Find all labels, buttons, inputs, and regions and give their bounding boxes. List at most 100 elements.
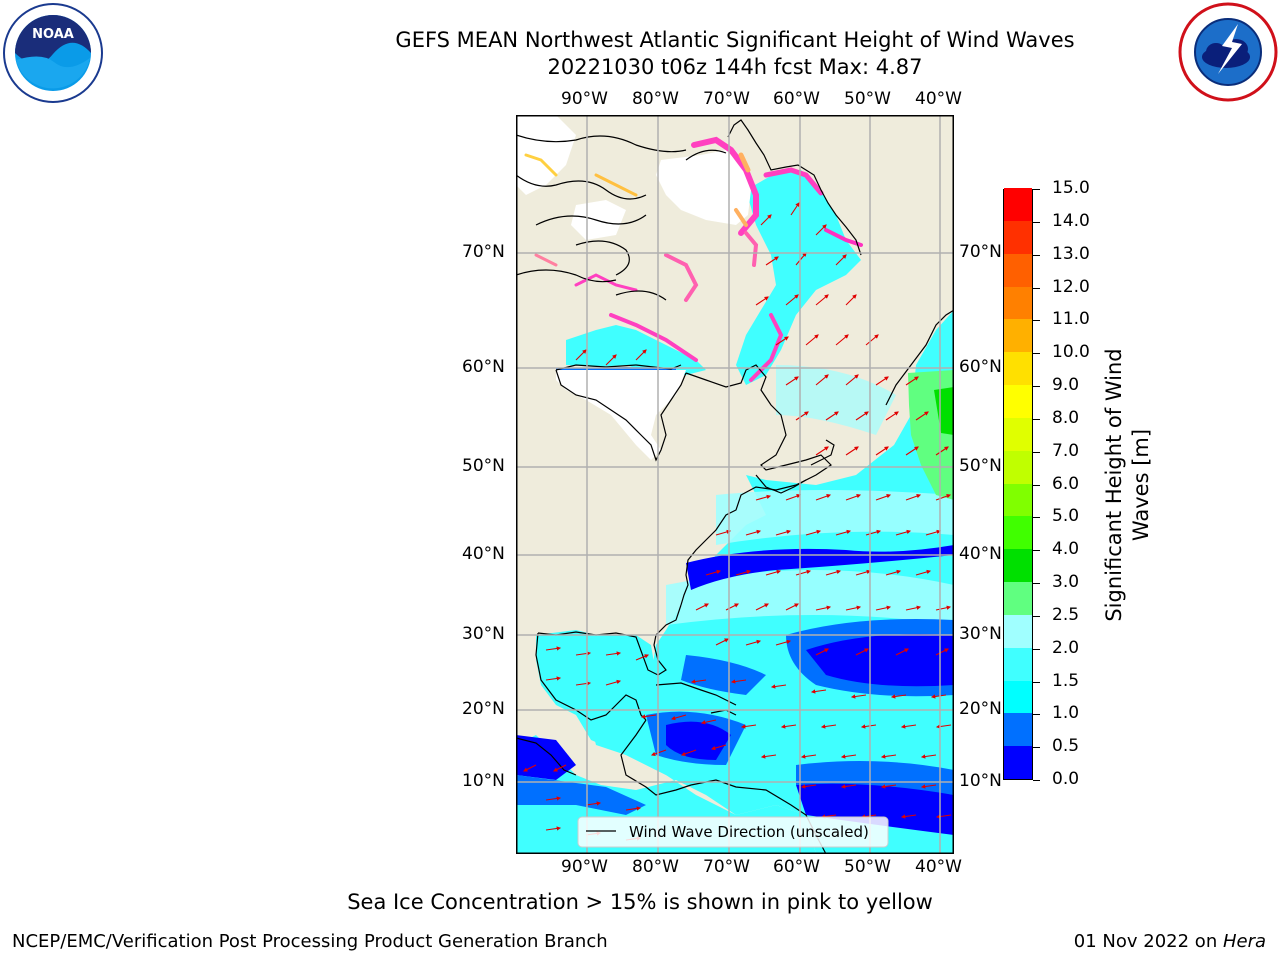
lon-tick-bottom: 40°W bbox=[915, 857, 962, 877]
colorbar-tick-label: 4.0 bbox=[1052, 539, 1080, 560]
lon-tick-top: 70°W bbox=[703, 89, 750, 109]
lon-tick-top: 50°W bbox=[844, 89, 891, 109]
colorbar-label: Significant Height of Wind Waves [m] bbox=[1102, 348, 1153, 622]
chart-subtitle: 20221030 t06z 144h fcst Max: 4.87 bbox=[547, 55, 923, 79]
colorbar-segment bbox=[1004, 680, 1032, 714]
lon-tick-bottom: 50°W bbox=[844, 857, 891, 877]
colorbar-tick-label: 5.0 bbox=[1052, 506, 1080, 527]
colorbar-tick-mark bbox=[1033, 418, 1040, 420]
colorbar-tick-mark bbox=[1033, 550, 1040, 552]
noaa-logo: NOAA bbox=[3, 3, 103, 103]
colorbar-segment bbox=[1004, 417, 1032, 451]
nws-logo bbox=[1178, 2, 1278, 102]
colorbar-segment bbox=[1004, 548, 1032, 582]
colorbar bbox=[1003, 187, 1033, 780]
lat-tick-right: 30°N bbox=[959, 624, 1002, 644]
lat-tick-left: 50°N bbox=[462, 456, 505, 476]
lat-tick-left: 30°N bbox=[462, 624, 505, 644]
lat-tick-right: 40°N bbox=[959, 544, 1002, 564]
footer-date: 01 Nov 2022 on Hera bbox=[1074, 931, 1266, 952]
map-legend: Wind Wave Direction (unscaled) bbox=[577, 816, 889, 848]
lat-tick-left: 40°N bbox=[462, 544, 505, 564]
lat-tick-left: 70°N bbox=[462, 242, 505, 262]
colorbar-segment bbox=[1004, 220, 1032, 254]
colorbar-segment bbox=[1004, 318, 1032, 353]
lon-tick-bottom: 70°W bbox=[703, 857, 750, 877]
colorbar-segment bbox=[1004, 515, 1032, 550]
colorbar-tick-label: 3.0 bbox=[1052, 572, 1080, 592]
colorbar-tick-mark bbox=[1033, 320, 1040, 322]
colorbar-tick-label: 15.0 bbox=[1052, 178, 1090, 198]
colorbar-tick-mark bbox=[1033, 648, 1040, 650]
calm-zone-subtropical bbox=[806, 634, 954, 687]
colorbar-tick-mark bbox=[1033, 254, 1040, 256]
colorbar-segment bbox=[1004, 647, 1032, 681]
lon-tick-top: 80°W bbox=[632, 89, 679, 109]
colorbar-tick-label: 9.0 bbox=[1052, 375, 1080, 395]
map-frame bbox=[516, 115, 954, 854]
colorbar-tick-label: 6.0 bbox=[1052, 473, 1080, 494]
colorbar-segment bbox=[1004, 483, 1032, 517]
colorbar-tick-mark bbox=[1033, 583, 1040, 584]
lat-tick-right: 70°N bbox=[959, 242, 1002, 262]
ocean-labrador bbox=[736, 170, 861, 385]
footer-branch: NCEP/EMC/Verification Post Processing Pr… bbox=[12, 931, 608, 952]
colorbar-tick-mark bbox=[1033, 484, 1040, 486]
lat-tick-right: 10°N bbox=[959, 771, 1002, 791]
colorbar-tick-label: 0.0 bbox=[1052, 769, 1080, 789]
wind-wave-arrows bbox=[523, 202, 952, 841]
colorbar-tick-label: 1.5 bbox=[1052, 670, 1080, 691]
colorbar-tick-label: 11.0 bbox=[1052, 309, 1090, 330]
colorbar-tick-label: 8.0 bbox=[1052, 407, 1080, 428]
lat-tick-right: 20°N bbox=[959, 699, 1002, 719]
colorbar-tick-mark bbox=[1033, 681, 1040, 683]
colorbar-tick-mark bbox=[1033, 353, 1040, 355]
masked-canada bbox=[556, 370, 686, 460]
colorbar-segment bbox=[1004, 351, 1032, 385]
sea-ice-note: Sea Ice Concentration > 15% is shown in … bbox=[347, 890, 933, 914]
colorbar-tick-mark bbox=[1033, 451, 1040, 453]
chart-title: GEFS MEAN Northwest Atlantic Significant… bbox=[395, 28, 1075, 52]
colorbar-tick-label: 0.5 bbox=[1052, 736, 1080, 757]
lat-tick-right: 50°N bbox=[959, 456, 1002, 476]
colorbar-tick-mark bbox=[1033, 386, 1040, 387]
colorbar-segment bbox=[1004, 286, 1032, 320]
colorbar-segment bbox=[1004, 581, 1032, 615]
colorbar-tick-label: 2.5 bbox=[1052, 604, 1080, 625]
colorbar-segment bbox=[1004, 253, 1032, 287]
wave-height-map: Wind Wave Direction (unscaled) bbox=[516, 115, 954, 854]
lon-tick-bottom: 60°W bbox=[773, 857, 820, 877]
colorbar-tick-mark bbox=[1033, 780, 1040, 781]
colorbar-tick-label: 13.0 bbox=[1052, 243, 1090, 264]
ocean-hudson bbox=[566, 325, 706, 375]
colorbar-segment bbox=[1004, 712, 1032, 747]
lon-tick-top: 60°W bbox=[773, 89, 820, 109]
lon-tick-top: 40°W bbox=[915, 89, 962, 109]
colorbar-tick-label: 12.0 bbox=[1052, 276, 1090, 297]
lat-tick-left: 60°N bbox=[462, 357, 505, 377]
colorbar-tick-mark bbox=[1033, 615, 1040, 617]
lon-tick-bottom: 80°W bbox=[632, 857, 679, 877]
colorbar-tick-mark bbox=[1033, 714, 1040, 716]
footer-host: Hera bbox=[1222, 931, 1266, 952]
colorbar-segment bbox=[1004, 614, 1032, 648]
lat-tick-left: 10°N bbox=[462, 771, 505, 791]
colorbar-tick-mark bbox=[1033, 189, 1040, 190]
colorbar-tick-mark bbox=[1033, 287, 1040, 289]
colorbar-tick-label: 7.0 bbox=[1052, 440, 1080, 461]
colorbar-tick-mark bbox=[1033, 517, 1040, 519]
grid-lines bbox=[516, 115, 954, 854]
footer-date-text: 01 Nov 2022 on bbox=[1073, 931, 1223, 952]
colorbar-tick-mark bbox=[1033, 221, 1040, 223]
colorbar-tick-mark bbox=[1033, 747, 1040, 749]
masked-baffin bbox=[656, 150, 751, 225]
noaa-logo-text: NOAA bbox=[32, 27, 74, 42]
colorbar-tick-label: 14.0 bbox=[1052, 210, 1090, 231]
lat-tick-left: 20°N bbox=[462, 699, 505, 719]
colorbar-segment bbox=[1004, 187, 1032, 221]
colorbar-tick-label: 10.0 bbox=[1052, 342, 1090, 363]
lon-tick-top: 90°W bbox=[561, 89, 608, 109]
colorbar-segment bbox=[1004, 384, 1032, 418]
lon-tick-bottom: 90°W bbox=[561, 857, 608, 877]
calm-zone-gulfstream bbox=[686, 545, 954, 590]
